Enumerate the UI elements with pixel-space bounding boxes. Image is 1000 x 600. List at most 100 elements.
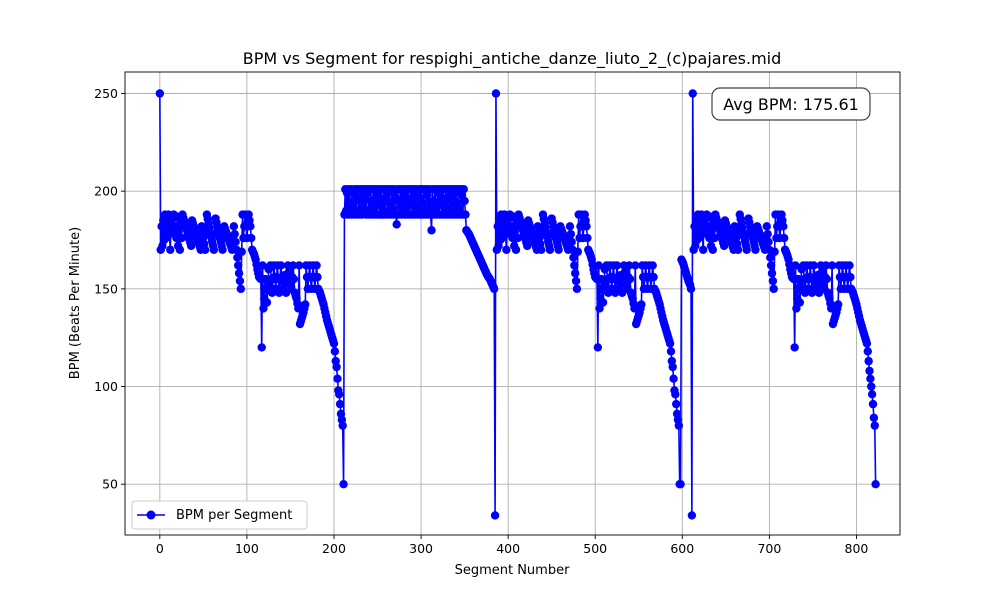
data-point: [779, 222, 788, 231]
y-tick-label: 100: [94, 379, 118, 394]
x-tick-label: 400: [496, 541, 520, 556]
data-point: [865, 366, 874, 376]
data-point: [795, 298, 805, 307]
data-point: [767, 269, 777, 278]
data-point: [625, 274, 635, 284]
data-point: [332, 362, 341, 372]
data-point: [770, 247, 779, 256]
data-point: [348, 202, 357, 211]
data-point: [186, 241, 196, 251]
data-point: [821, 261, 831, 270]
data-point: [699, 245, 708, 254]
chart-title: BPM vs Segment for respighi_antiche_danz…: [243, 49, 782, 69]
data-point: [766, 261, 776, 270]
data-point: [751, 245, 760, 254]
data-point: [570, 261, 579, 270]
data-point: [301, 300, 310, 309]
data-point: [177, 233, 186, 243]
data-point: [339, 480, 348, 489]
data-point: [246, 222, 255, 231]
data-point: [687, 511, 697, 520]
data-point: [583, 233, 592, 243]
data-point: [417, 198, 427, 208]
data-point: [624, 261, 634, 270]
avg-bpm-annotation: Avg BPM: 175.61: [711, 87, 871, 121]
data-point: [791, 261, 800, 270]
data-point: [175, 245, 185, 254]
data-point: [867, 390, 877, 399]
x-tick-label: 0: [156, 541, 164, 556]
data-point: [822, 274, 832, 284]
data-point: [333, 374, 342, 383]
data-point: [668, 362, 677, 372]
data-point: [871, 480, 880, 489]
data-point: [742, 245, 751, 254]
series-layer: [155, 89, 880, 520]
data-point: [594, 261, 603, 270]
x-axis-label: Segment Number: [455, 563, 571, 578]
data-point: [329, 339, 339, 348]
data-point: [511, 245, 521, 254]
data-point: [218, 245, 227, 254]
data-point: [523, 241, 532, 251]
data-point: [276, 261, 286, 270]
data-point: [313, 272, 322, 282]
data-point: [649, 272, 658, 282]
data-point: [863, 347, 872, 356]
data-point: [827, 261, 837, 270]
data-point: [676, 480, 685, 489]
data-point: [545, 245, 555, 254]
data-point: [708, 245, 717, 254]
data-point: [257, 343, 266, 352]
data-point: [867, 382, 876, 391]
data-point: [573, 247, 583, 256]
data-point: [427, 226, 436, 235]
data-point: [666, 347, 676, 356]
data-point: [312, 261, 321, 270]
data-point: [674, 421, 684, 430]
data-point: [671, 390, 680, 399]
data-point: [262, 298, 272, 307]
data-point: [234, 269, 244, 278]
data-point: [263, 281, 273, 291]
legend-box: [131, 500, 308, 530]
data-point: [513, 233, 522, 243]
data-point: [665, 339, 675, 348]
x-tick-label: 100: [235, 541, 259, 556]
data-point: [367, 196, 376, 206]
tick-layer: 0 100 200 300 400 500 600 700 800 50 100 150 200 250: [94, 86, 868, 556]
data-point: [870, 421, 879, 430]
data-point: [491, 89, 501, 98]
data-point: [790, 343, 799, 352]
y-tick-label: 200: [94, 184, 118, 199]
y-axis-label: BPM (Beats Per Minute): [68, 227, 83, 379]
data-point: [294, 261, 304, 270]
data-point: [490, 511, 500, 520]
data-point: [392, 220, 401, 229]
legend-marker-sample: [146, 510, 156, 520]
data-point: [235, 276, 245, 286]
data-point: [330, 347, 340, 356]
data-point: [862, 339, 872, 348]
data-point: [338, 421, 347, 430]
y-tick-label: 250: [94, 86, 118, 101]
data-point: [155, 89, 165, 98]
avg-bpm-text: Avg BPM: 175.61: [723, 95, 859, 114]
x-tick-label: 700: [757, 541, 781, 556]
x-tick-label: 600: [670, 541, 694, 556]
data-point: [648, 261, 657, 270]
data-point: [377, 194, 387, 204]
data-point: [612, 261, 622, 270]
data-point: [231, 237, 240, 247]
data-point: [868, 399, 878, 409]
data-point: [597, 274, 606, 284]
data-point: [571, 276, 581, 286]
grid-layer: [125, 72, 900, 535]
data-point: [429, 196, 438, 206]
data-point: [779, 233, 789, 243]
data-point: [672, 399, 681, 409]
data-point: [793, 274, 803, 284]
data-point: [768, 276, 778, 286]
data-point: [769, 284, 778, 294]
data-point: [593, 343, 603, 352]
